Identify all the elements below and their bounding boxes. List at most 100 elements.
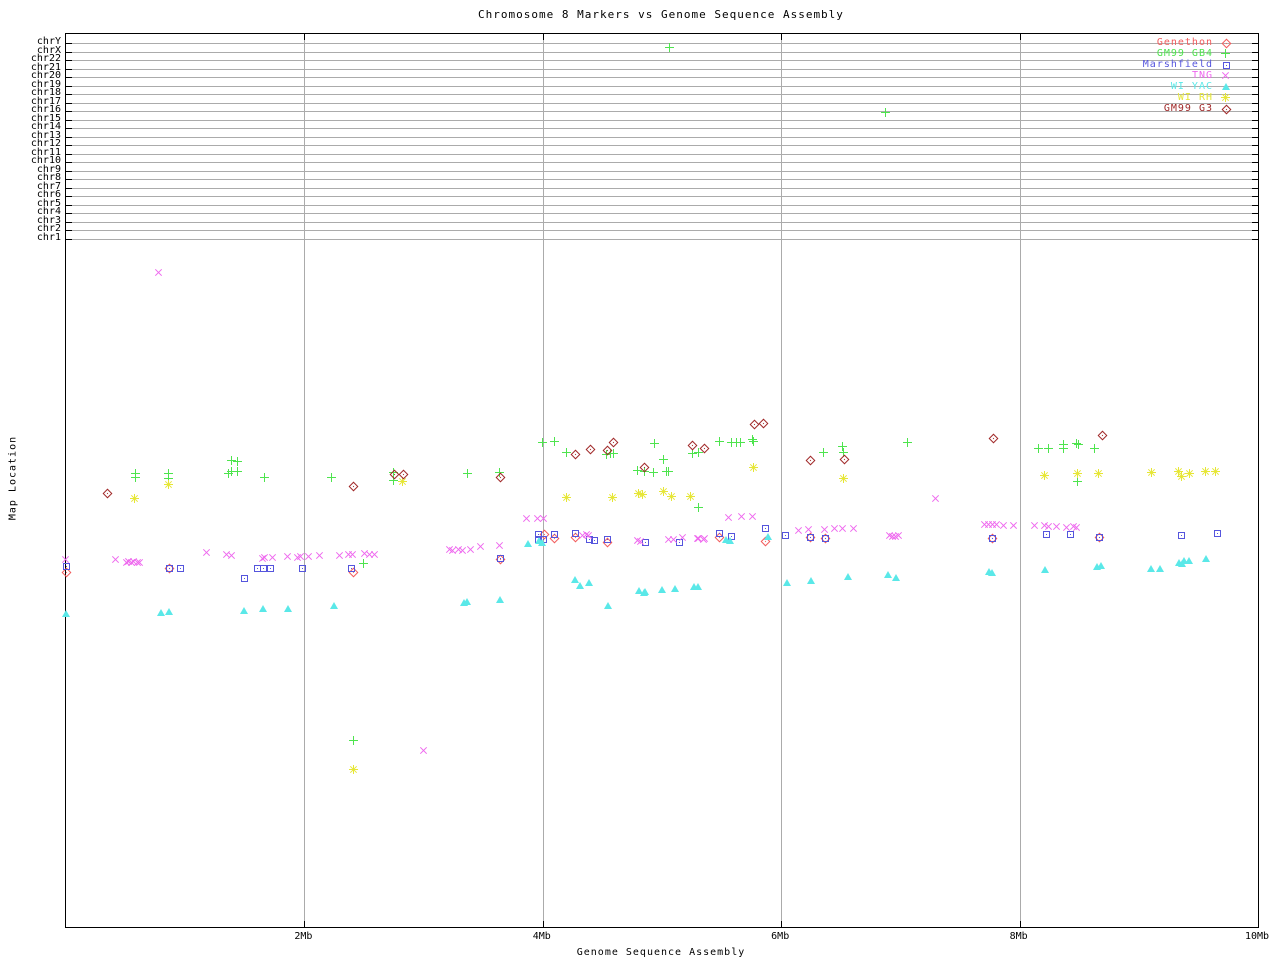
y-tick-label-chr22: chr22 [30, 53, 61, 65]
data-point-wi-yac [725, 537, 734, 545]
data-point-wi-yac [462, 597, 471, 605]
data-point-wi-yac [1096, 562, 1105, 570]
data-point-wi-yac [164, 607, 173, 615]
data-point-wi-yac [783, 579, 792, 587]
data-point-gm99-gb4 [1033, 444, 1043, 454]
data-point-wi-rh [659, 487, 669, 497]
data-point-wi-yac [1201, 555, 1210, 563]
data-point-wi-rh [839, 473, 849, 483]
gridline-2mb [304, 34, 306, 927]
legend-marker-glyph [1223, 62, 1230, 69]
data-point-wi-yac [1040, 565, 1049, 573]
data-point-wi-rh [1185, 469, 1195, 479]
data-point-wi-yac [62, 609, 70, 617]
data-point-gm99-gb4 [388, 475, 398, 485]
gridline-chr8 [66, 179, 1258, 181]
legend-marker-glyph [1222, 83, 1230, 90]
data-point-wi-yac [258, 605, 267, 613]
y-tick-label-chr4: chr4 [36, 206, 61, 218]
data-point-gm99-g3 [749, 419, 760, 430]
gridline-chr10 [66, 162, 1258, 164]
data-point-wi-yac [495, 596, 504, 604]
legend-square-dot-icon [1221, 59, 1232, 70]
data-point-wi-yac [693, 582, 702, 590]
legend-item-wi-rh: WI RH [1178, 92, 1232, 103]
data-point-wi-yac [537, 539, 546, 546]
legend-label-genethon: Genethon [1156, 37, 1213, 48]
y-tick-label-chr7: chr7 [36, 180, 61, 192]
data-point-gm99-gb4 [232, 456, 242, 466]
data-point-wi-yac [1156, 564, 1165, 572]
y-tick-label-chr9: chr9 [36, 163, 61, 175]
legend-label-gm99-g3: GM99 G3 [1163, 103, 1213, 114]
data-point-wi-yac [988, 569, 997, 577]
data-point-wi-yac [157, 608, 166, 616]
data-point-gm99-gb4 [1044, 444, 1054, 454]
data-point-gm99-gb4 [727, 437, 737, 447]
gridline-chr11 [66, 153, 1258, 155]
legend-marker-glyph [1221, 38, 1232, 49]
data-point-wi-rh [1094, 469, 1104, 479]
data-point-gm99-gb4 [693, 447, 703, 457]
data-point-gm99-gb4 [715, 437, 725, 447]
data-point-marshfield [604, 536, 612, 544]
gridline-chrY [66, 43, 1258, 44]
gridline-chr21 [66, 68, 1258, 70]
data-point-tng [313, 549, 326, 563]
legend-diamond-dot-icon [1221, 103, 1232, 115]
data-point-wi-rh [685, 491, 695, 501]
data-point-wi-yac [764, 532, 773, 540]
data-point-wi-rh [666, 491, 676, 501]
data-point-wi-yac [330, 601, 339, 609]
data-point-wi-rh [349, 764, 359, 774]
data-point-marshfield [1177, 531, 1185, 539]
data-point-wi-rh [1176, 471, 1186, 481]
data-point-wi-yac [635, 587, 644, 595]
y-tick-label-chr11: chr11 [30, 146, 61, 158]
data-point-gm99-gb4 [838, 441, 848, 451]
data-point-gm99-gb4 [665, 43, 675, 53]
data-point-tng [266, 551, 280, 565]
y-tick-label-chr5: chr5 [36, 197, 61, 209]
y-tick-label-chr1: chr1 [36, 231, 61, 243]
data-point-marshfield [806, 533, 814, 541]
data-point-tng [493, 538, 506, 552]
data-point-wi-yac [524, 539, 533, 547]
data-point-gm99-gb4 [819, 447, 829, 457]
gridline-chr22 [66, 60, 1258, 62]
data-point-gm99-gb4 [1058, 444, 1068, 454]
legend-marker-glyph [1221, 49, 1230, 58]
gridline-chr14 [66, 128, 1258, 130]
data-point-marshfield [591, 537, 599, 545]
data-point-wi-rh [1200, 466, 1210, 476]
gridline-chrX [66, 51, 1258, 53]
data-point-marshfield [240, 574, 248, 582]
data-point-marshfield [299, 565, 307, 572]
gridline-chr18 [66, 94, 1258, 96]
data-point-marshfield [266, 565, 274, 572]
gridline-8mb [1019, 34, 1021, 927]
data-point-wi-yac [891, 573, 900, 581]
data-point-wi-rh [1039, 471, 1049, 481]
gridline-chr4 [66, 213, 1258, 215]
data-point-wi-rh [608, 493, 618, 503]
legend-label-marshfield: Marshfield [1142, 59, 1213, 70]
data-point-tng [473, 539, 487, 553]
x-tick-label-6mb: 6Mb [771, 931, 790, 942]
data-point-gm99-gb4 [537, 437, 547, 447]
data-point-marshfield [1066, 531, 1074, 539]
legend-marker-glyph [1221, 93, 1230, 102]
data-point-gm99-gb4 [561, 447, 571, 457]
data-point-wi-rh [130, 494, 140, 504]
data-point-gm99-gb4 [664, 466, 674, 476]
legend-cross-icon [1219, 69, 1232, 82]
data-point-wi-yac [1184, 556, 1193, 564]
data-point-wi-rh [561, 493, 571, 503]
data-point-marshfield [1214, 530, 1222, 538]
legend-item-gm99-gb4: GM99 GB4 [1157, 48, 1232, 59]
data-point-marshfield [259, 565, 267, 572]
gridline-chr12 [66, 145, 1258, 147]
data-point-marshfield [165, 565, 173, 572]
data-point-gm99-gb4 [659, 454, 669, 464]
data-point-marshfield [347, 565, 355, 572]
